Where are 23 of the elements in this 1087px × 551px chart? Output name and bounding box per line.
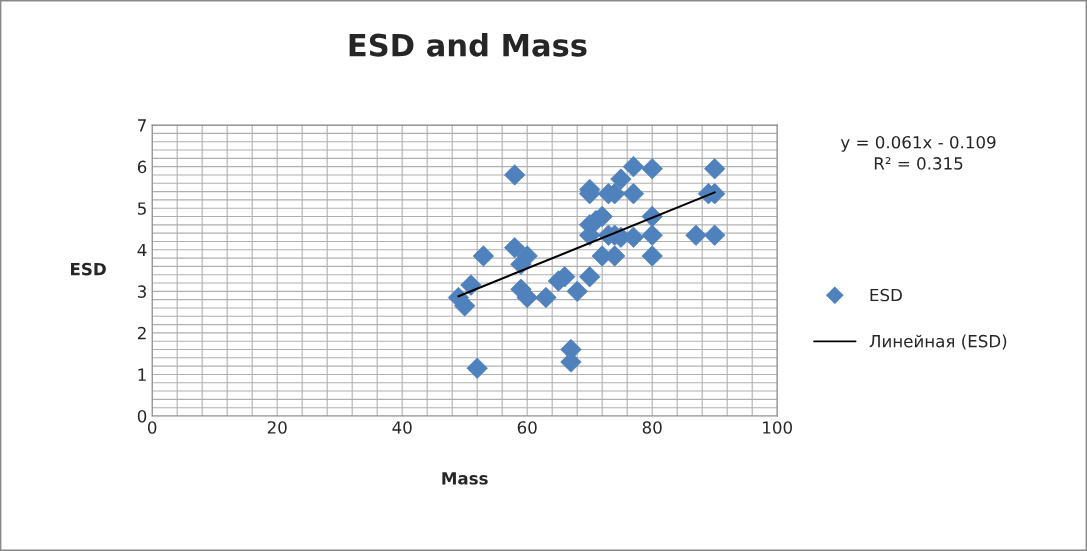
x-tick-label: 20 — [267, 421, 287, 434]
legend-label: Линейная (ESD) — [869, 334, 1007, 350]
legend-label: ESD — [870, 288, 902, 302]
x-tick-label: 40 — [392, 421, 412, 434]
chart-title: ESD and Mass — [349, 33, 587, 57]
text: y = 0.061x - 0.109 R² = 0.315 — [840, 135, 996, 170]
x-tick-label: 0 — [147, 421, 157, 434]
y-tick-label: 0 — [137, 409, 147, 423]
point — [704, 158, 726, 180]
y-tick-label: 5 — [138, 202, 146, 215]
y-axis-title: ESD — [71, 262, 106, 276]
y-tick-label: 7 — [138, 119, 146, 132]
point — [641, 224, 663, 246]
y-tick-label: 2 — [137, 326, 146, 340]
y-tick-label: 6 — [137, 160, 147, 174]
x-axis-title: Mass — [442, 472, 488, 485]
x-tick-label: 60 — [517, 421, 537, 434]
x-tick-label: 100 — [763, 421, 792, 434]
y-tick-label: 4 — [137, 243, 147, 257]
y-tick-label: 3 — [137, 285, 146, 298]
x-tick-label: 80 — [642, 421, 662, 434]
y-tick-label: 1 — [138, 368, 146, 381]
point — [566, 280, 588, 302]
